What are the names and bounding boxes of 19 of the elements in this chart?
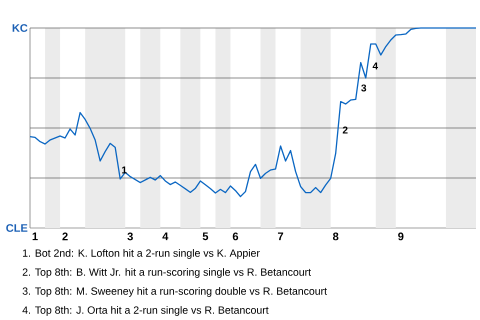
x-tick-label: 3 (127, 232, 133, 240)
text: 2. Top 8th: B. Witt Jr. hit a run-scoring single vs R. Betancourt (22, 268, 311, 278)
x-tick-label: 6 (232, 232, 238, 240)
x-tick-label: 1 (32, 232, 38, 240)
annotation: 1 (122, 166, 127, 174)
x-tick-label: 5 (202, 232, 208, 240)
annotation: 4 (372, 62, 378, 70)
x-tick-label: 2 (62, 232, 68, 240)
x-tick-label: 9 (398, 232, 404, 240)
x-tick-label: 8 (332, 232, 338, 240)
text: 3. Top 8th: M. Sweeney hit a run-scoring double vs R. Betancourt (22, 287, 327, 297)
text: 1. Bot 2nd: K. Lofton hit a 2-run single vs K. Appier (23, 249, 260, 259)
x-tick-label: 4 (162, 232, 168, 240)
text: CLE (6, 224, 28, 232)
annotation: 2 (342, 126, 348, 134)
text: KC (12, 24, 28, 32)
text: 4. Top 8th: J. Orta hit a 2-run single vs R. Betancourt (22, 306, 269, 316)
x-tick-label: 7 (278, 232, 284, 240)
annotation: 3 (361, 84, 366, 92)
